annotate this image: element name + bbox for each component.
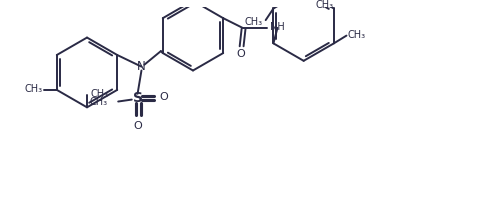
Text: O: O (236, 49, 244, 59)
Text: CH₃: CH₃ (315, 0, 333, 10)
Text: CH₃: CH₃ (91, 89, 109, 99)
Text: CH₃: CH₃ (89, 98, 107, 107)
Text: O: O (133, 121, 142, 131)
Text: CH₃: CH₃ (24, 84, 42, 94)
Text: N: N (137, 60, 145, 73)
Text: CH₃: CH₃ (244, 17, 262, 27)
Text: O: O (159, 92, 168, 102)
Text: CH₃: CH₃ (346, 30, 365, 40)
Text: NH: NH (269, 22, 284, 32)
Text: S: S (132, 91, 142, 105)
